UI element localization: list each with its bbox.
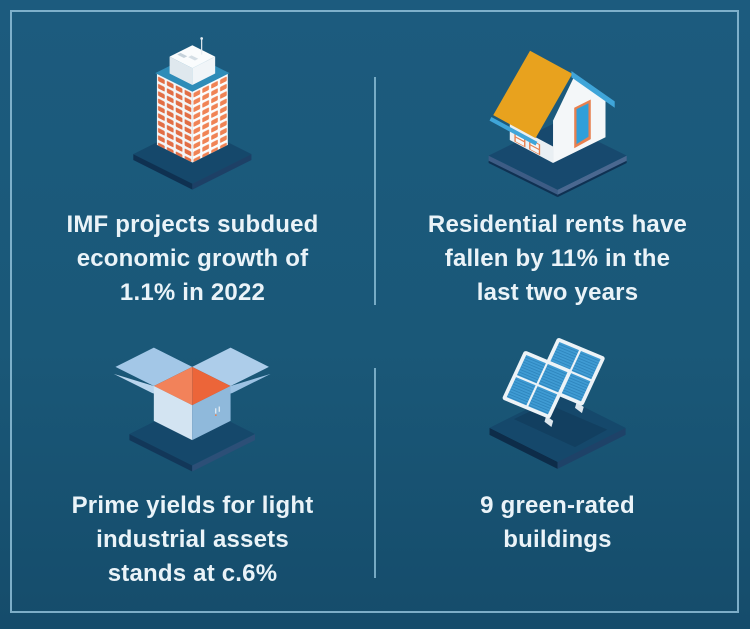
caption-industrial-yields: Prime yields for light industrial assets…: [71, 492, 314, 587]
vertical-divider-top: [374, 77, 376, 305]
panel-green-buildings: 9 green-rated buildings: [375, 315, 740, 613]
caption-residential-rents: Residential rents have fallen by 11% in …: [427, 211, 688, 306]
panel-industrial-yields: Prime yields for light industrial assets…: [10, 315, 375, 613]
row-top: IMF projects subdued economic growth of …: [10, 10, 740, 310]
house-icon: [461, 36, 654, 198]
caption-economic-growth: IMF projects subdued economic growth of …: [66, 211, 319, 306]
solar-panels-icon: [466, 325, 649, 475]
caption-green-buildings: 9 green-rated buildings: [480, 492, 635, 553]
open-box-icon: [105, 325, 279, 475]
panel-residential-rents: Residential rents have fallen by 11% in …: [375, 10, 740, 310]
row-bottom: Prime yields for light industrial assets…: [10, 315, 740, 613]
vertical-divider-bottom: [374, 368, 376, 578]
office-building-icon: [108, 36, 277, 198]
panel-economic-growth: IMF projects subdued economic growth of …: [10, 10, 375, 310]
